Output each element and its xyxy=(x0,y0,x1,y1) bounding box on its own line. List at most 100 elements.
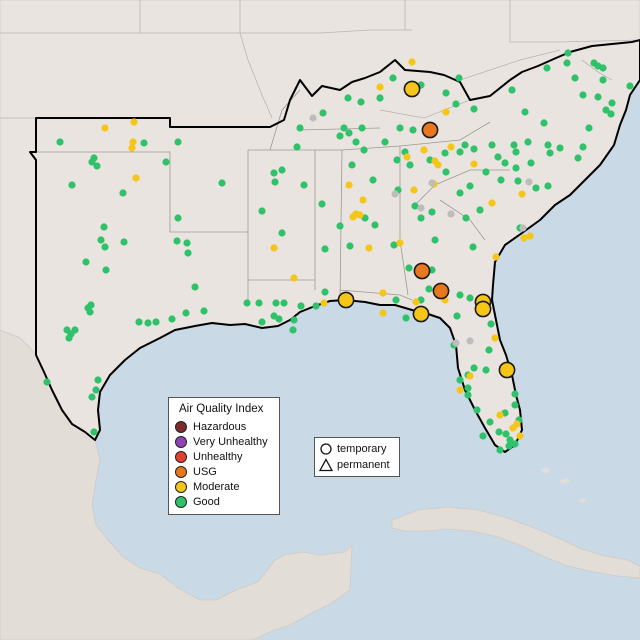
good-site-marker[interactable] xyxy=(255,299,263,307)
good-site-marker[interactable] xyxy=(466,182,474,190)
good-site-marker[interactable] xyxy=(88,158,96,166)
good-site-marker[interactable] xyxy=(381,138,389,146)
unknown-site-marker[interactable] xyxy=(309,114,317,122)
moderate-site-marker[interactable] xyxy=(396,239,404,247)
moderate-temporary-marker[interactable] xyxy=(412,305,430,323)
good-site-marker[interactable] xyxy=(488,141,496,149)
moderate-site-marker[interactable] xyxy=(349,213,357,221)
good-site-marker[interactable] xyxy=(456,148,464,156)
good-site-marker[interactable] xyxy=(68,181,76,189)
good-site-marker[interactable] xyxy=(182,309,190,317)
good-site-marker[interactable] xyxy=(280,299,288,307)
good-site-marker[interactable] xyxy=(512,164,520,172)
good-site-marker[interactable] xyxy=(482,168,490,176)
moderate-site-marker[interactable] xyxy=(520,234,528,242)
good-site-marker[interactable] xyxy=(608,99,616,107)
good-site-marker[interactable] xyxy=(319,109,327,117)
good-site-marker[interactable] xyxy=(56,138,64,146)
good-site-marker[interactable] xyxy=(258,207,266,215)
good-site-marker[interactable] xyxy=(369,176,377,184)
good-site-marker[interactable] xyxy=(270,169,278,177)
good-site-marker[interactable] xyxy=(409,126,417,134)
good-site-marker[interactable] xyxy=(497,176,505,184)
moderate-site-marker[interactable] xyxy=(270,244,278,252)
moderate-site-marker[interactable] xyxy=(345,181,353,189)
moderate-site-marker[interactable] xyxy=(365,244,373,252)
good-site-marker[interactable] xyxy=(506,436,514,444)
good-site-marker[interactable] xyxy=(82,258,90,266)
good-site-marker[interactable] xyxy=(101,243,109,251)
good-site-marker[interactable] xyxy=(544,182,552,190)
good-site-marker[interactable] xyxy=(392,296,400,304)
unknown-site-marker[interactable] xyxy=(428,179,436,187)
moderate-site-marker[interactable] xyxy=(408,58,416,66)
good-site-marker[interactable] xyxy=(183,239,191,247)
good-site-marker[interactable] xyxy=(120,238,128,246)
good-site-marker[interactable] xyxy=(524,138,532,146)
good-site-marker[interactable] xyxy=(278,166,286,174)
good-site-marker[interactable] xyxy=(389,74,397,82)
moderate-site-marker[interactable] xyxy=(320,299,328,307)
good-site-marker[interactable] xyxy=(88,393,96,401)
moderate-site-marker[interactable] xyxy=(376,83,384,91)
good-site-marker[interactable] xyxy=(371,221,379,229)
good-site-marker[interactable] xyxy=(321,245,329,253)
good-site-marker[interactable] xyxy=(357,98,365,106)
good-site-marker[interactable] xyxy=(511,401,519,409)
good-site-marker[interactable] xyxy=(296,124,304,132)
good-site-marker[interactable] xyxy=(321,288,329,296)
moderate-site-marker[interactable] xyxy=(412,298,420,306)
good-site-marker[interactable] xyxy=(563,59,571,67)
good-site-marker[interactable] xyxy=(425,285,433,293)
good-site-marker[interactable] xyxy=(336,222,344,230)
good-site-marker[interactable] xyxy=(345,129,353,137)
moderate-site-marker[interactable] xyxy=(379,289,387,297)
good-site-marker[interactable] xyxy=(511,440,519,448)
good-site-marker[interactable] xyxy=(402,314,410,322)
good-site-marker[interactable] xyxy=(86,308,94,316)
good-site-marker[interactable] xyxy=(348,161,356,169)
good-site-marker[interactable] xyxy=(456,291,464,299)
good-site-marker[interactable] xyxy=(336,132,344,140)
good-site-marker[interactable] xyxy=(97,236,105,244)
unknown-site-marker[interactable] xyxy=(447,210,455,218)
good-site-marker[interactable] xyxy=(417,214,425,222)
good-site-marker[interactable] xyxy=(496,446,504,454)
good-site-marker[interactable] xyxy=(505,442,513,450)
good-site-marker[interactable] xyxy=(346,242,354,250)
good-site-marker[interactable] xyxy=(466,294,474,302)
unknown-site-marker[interactable] xyxy=(519,224,527,232)
good-site-marker[interactable] xyxy=(470,145,478,153)
good-site-marker[interactable] xyxy=(456,376,464,384)
unknown-site-marker[interactable] xyxy=(466,337,474,345)
good-site-marker[interactable] xyxy=(602,106,610,114)
good-site-marker[interactable] xyxy=(571,74,579,82)
good-site-marker[interactable] xyxy=(243,299,251,307)
good-site-marker[interactable] xyxy=(92,386,100,394)
good-site-marker[interactable] xyxy=(43,378,51,386)
moderate-site-marker[interactable] xyxy=(470,160,478,168)
moderate-site-marker[interactable] xyxy=(509,424,517,432)
moderate-site-marker[interactable] xyxy=(356,211,364,219)
good-site-marker[interactable] xyxy=(65,334,73,342)
moderate-site-marker[interactable] xyxy=(456,386,464,394)
good-site-marker[interactable] xyxy=(486,418,494,426)
good-site-marker[interactable] xyxy=(494,153,502,161)
good-site-marker[interactable] xyxy=(464,391,472,399)
good-site-marker[interactable] xyxy=(293,143,301,151)
good-site-marker[interactable] xyxy=(599,64,607,72)
moderate-site-marker[interactable] xyxy=(516,432,524,440)
good-site-marker[interactable] xyxy=(462,214,470,222)
good-site-marker[interactable] xyxy=(574,154,582,162)
good-site-marker[interactable] xyxy=(119,189,127,197)
good-site-marker[interactable] xyxy=(94,376,102,384)
moderate-site-marker[interactable] xyxy=(434,161,442,169)
good-site-marker[interactable] xyxy=(564,49,572,57)
good-site-marker[interactable] xyxy=(184,249,192,257)
good-site-marker[interactable] xyxy=(514,177,522,185)
good-site-marker[interactable] xyxy=(521,108,529,116)
good-site-marker[interactable] xyxy=(405,264,413,272)
good-site-marker[interactable] xyxy=(396,124,404,132)
good-site-marker[interactable] xyxy=(442,89,450,97)
